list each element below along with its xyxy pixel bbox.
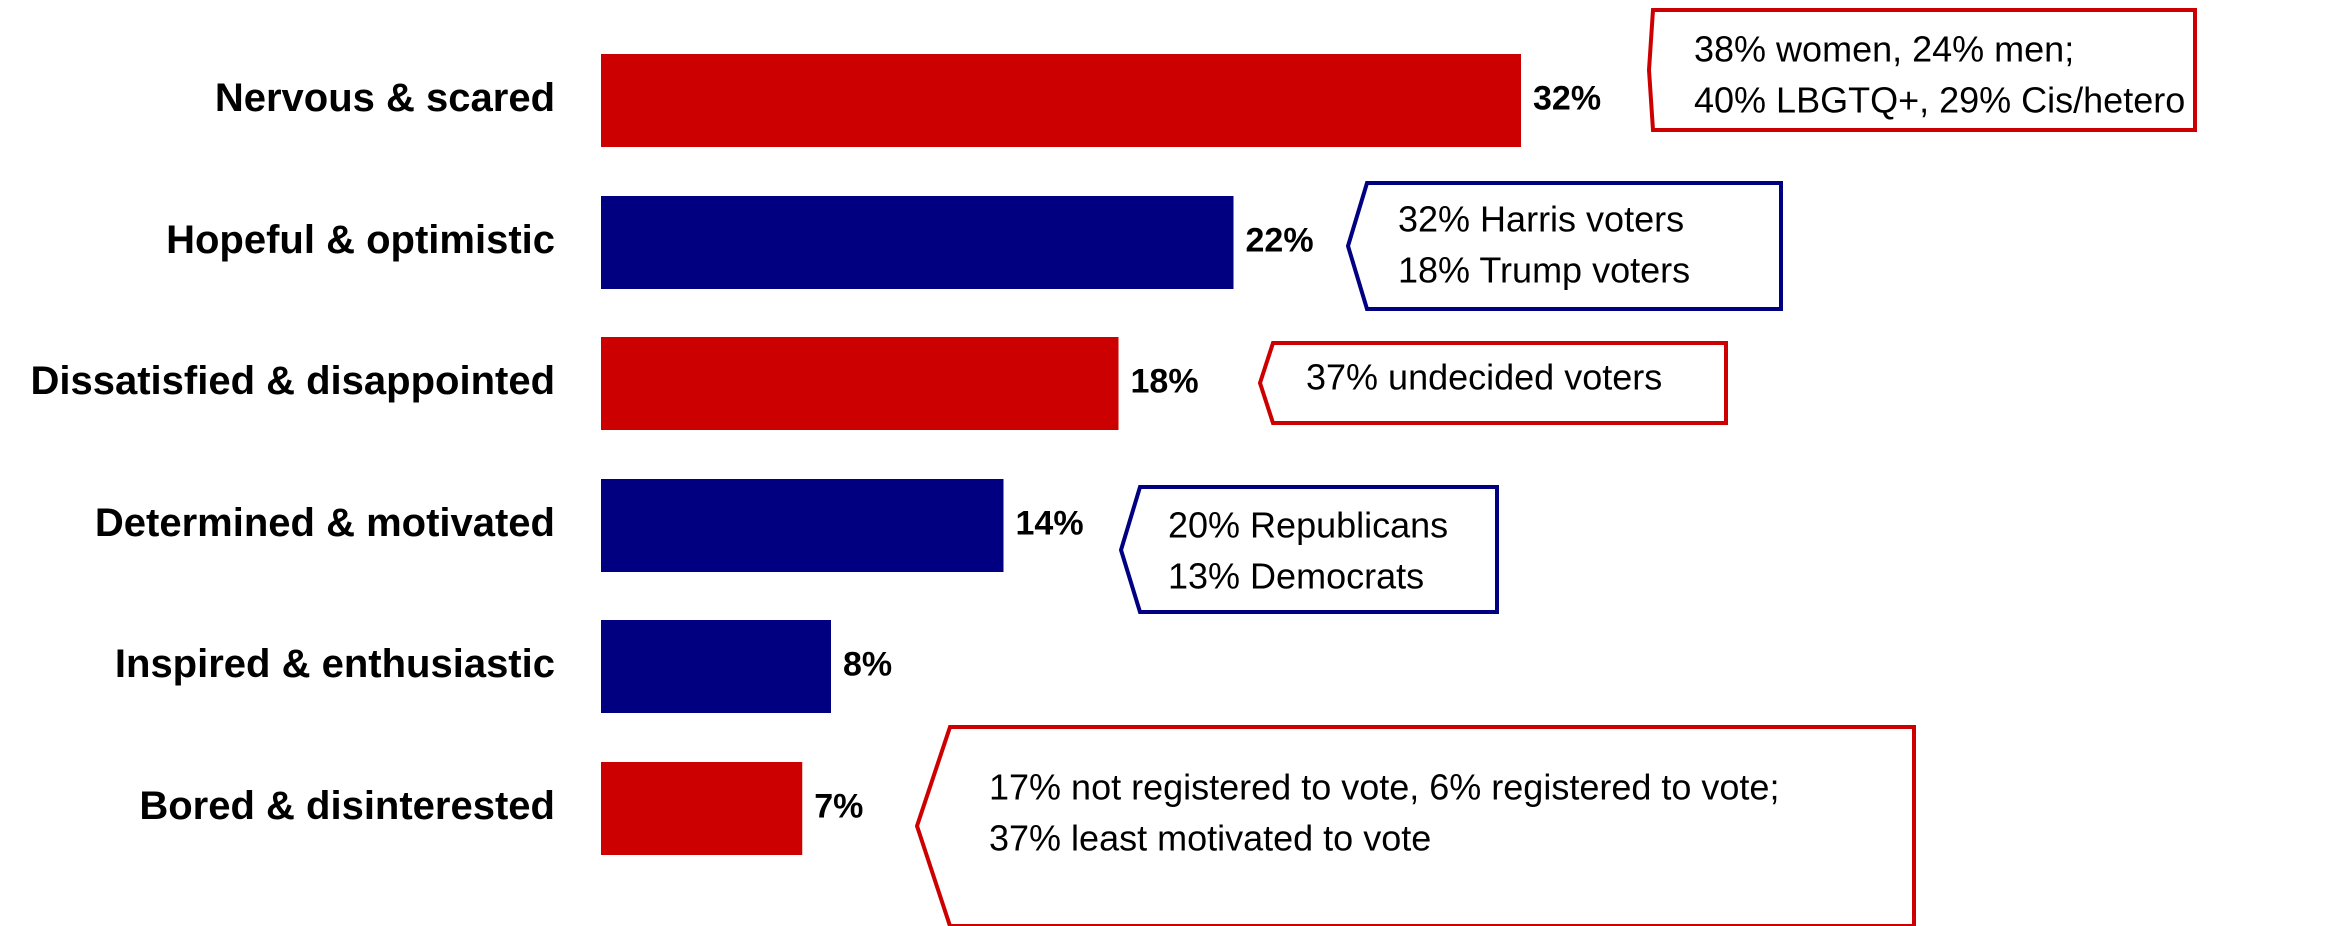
value-label-inspired-and-enthusiastic: 8% [843, 645, 892, 683]
value-label-bored-and-disinterested: 7% [814, 787, 863, 825]
annotation-2-line-1: 32% Harris voters [1398, 199, 1684, 240]
annotation-1-line-1: 38% women, 24% men; [1694, 29, 2074, 70]
annotation-callout-1 [1646, 8, 2197, 132]
annotation-callout-2 [1345, 181, 1783, 311]
bar-dissatisfied-and-disappointed [601, 337, 1119, 430]
category-label-inspired-and-enthusiastic: Inspired & enthusiastic [115, 642, 555, 686]
bar-nervous-and-scared [601, 54, 1521, 147]
annotation-callout-3 [1257, 341, 1728, 425]
annotation-4-line-1: 20% Republicans [1168, 505, 1448, 546]
value-label-determined-and-motivated: 14% [1016, 504, 1084, 542]
value-label-nervous-and-scared: 32% [1533, 79, 1601, 117]
category-label-dissatisfied-and-disappointed: Dissatisfied & disappointed [30, 359, 555, 403]
value-label-dissatisfied-and-disappointed: 18% [1131, 362, 1199, 400]
bar-hopeful-and-optimistic [601, 196, 1234, 289]
annotation-5-line-1: 17% not registered to vote, 6% registere… [989, 767, 1779, 808]
bar-inspired-and-enthusiastic [601, 620, 831, 713]
category-label-bored-and-disinterested: Bored & disinterested [139, 784, 555, 828]
bar-bored-and-disinterested [601, 762, 803, 855]
category-label-nervous-and-scared: Nervous & scared [215, 76, 555, 120]
annotation-callout-4 [1118, 485, 1499, 614]
bar-determined-and-motivated [601, 479, 1004, 572]
annotation-3-line-1: 37% undecided voters [1306, 357, 1662, 398]
category-label-hopeful-and-optimistic: Hopeful & optimistic [166, 218, 555, 262]
annotation-1-line-2: 40% LBGTQ+, 29% Cis/hetero [1694, 80, 2185, 121]
annotation-2-line-2: 18% Trump voters [1398, 250, 1690, 291]
annotation-4-line-2: 13% Democrats [1168, 556, 1424, 597]
value-label-hopeful-and-optimistic: 22% [1246, 221, 1314, 259]
category-label-determined-and-motivated: Determined & motivated [95, 501, 555, 545]
annotation-callout-5 [914, 725, 1916, 926]
annotation-5-line-2: 37% least motivated to vote [989, 818, 1431, 859]
